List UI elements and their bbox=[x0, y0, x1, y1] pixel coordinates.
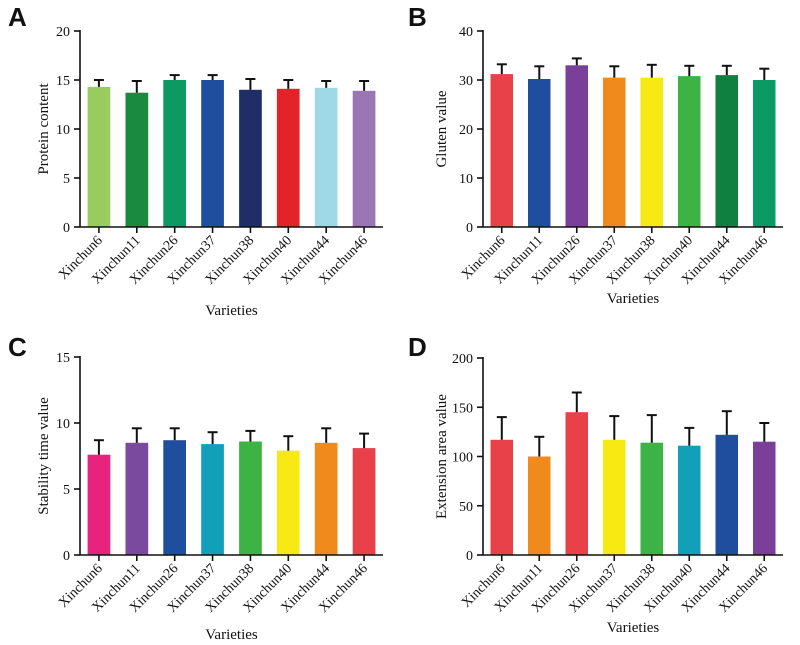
panel-letter: B bbox=[408, 2, 427, 32]
bar-xinchun44 bbox=[715, 75, 738, 227]
y-tick-label: 15 bbox=[56, 351, 70, 366]
chart-panel-d: D050100150200Xinchun6Xinchun11Xinchun26X… bbox=[408, 332, 783, 636]
x-axis-title: Varieties bbox=[607, 620, 660, 636]
bar-xinchun37 bbox=[201, 444, 224, 555]
chart-panel-c: C051015Xinchun6Xinchun11Xinchun26Xinchun… bbox=[8, 332, 383, 643]
y-tick-label: 30 bbox=[459, 74, 473, 89]
y-tick-label: 10 bbox=[56, 123, 70, 138]
bar-xinchun37 bbox=[603, 439, 626, 555]
bar-xinchun38 bbox=[239, 89, 262, 227]
bar-xinchun6 bbox=[87, 86, 111, 228]
bar-xinchun37 bbox=[603, 77, 626, 227]
y-tick-label: 10 bbox=[56, 417, 70, 432]
y-tick-label: 0 bbox=[466, 549, 473, 564]
bar-xinchun44 bbox=[314, 87, 338, 227]
bar-xinchun44 bbox=[314, 442, 338, 555]
y-tick-label: 0 bbox=[63, 221, 70, 236]
bar-xinchun11 bbox=[528, 456, 551, 555]
bar-xinchun38 bbox=[239, 441, 262, 555]
bar-xinchun46 bbox=[352, 90, 376, 227]
bar-xinchun6 bbox=[490, 74, 513, 227]
bar-xinchun26 bbox=[163, 80, 186, 227]
bar-xinchun40 bbox=[276, 88, 300, 227]
bar-xinchun11 bbox=[528, 79, 551, 227]
x-axis-title: Varieties bbox=[205, 303, 258, 319]
y-tick-label: 0 bbox=[466, 221, 473, 236]
y-tick-label: 150 bbox=[452, 401, 473, 416]
bar-xinchun38 bbox=[640, 442, 663, 555]
bar-xinchun11 bbox=[125, 92, 149, 227]
bar-xinchun6 bbox=[87, 454, 111, 555]
bar-xinchun40 bbox=[276, 450, 300, 555]
bar-xinchun26 bbox=[565, 65, 588, 227]
bar-xinchun46 bbox=[753, 80, 776, 227]
x-axis-title: Varieties bbox=[205, 627, 258, 643]
chart-panel-b: B010203040Xinchun6Xinchun11Xinchun26Xinc… bbox=[408, 2, 783, 307]
y-tick-label: 20 bbox=[56, 25, 70, 40]
bar-xinchun11 bbox=[125, 442, 149, 555]
y-tick-label: 5 bbox=[63, 483, 70, 498]
y-tick-label: 50 bbox=[459, 500, 473, 515]
chart-panel-a: A05101520Xinchun6Xinchun11Xinchun26Xinch… bbox=[8, 2, 383, 319]
bar-xinchun46 bbox=[753, 441, 776, 555]
bar-xinchun26 bbox=[565, 412, 588, 555]
bar-xinchun26 bbox=[163, 440, 186, 555]
y-tick-label: 200 bbox=[452, 352, 473, 367]
y-tick-label: 0 bbox=[63, 549, 70, 564]
y-axis-title: Extension area value bbox=[434, 394, 450, 519]
panel-letter: A bbox=[8, 2, 27, 32]
y-tick-label: 5 bbox=[63, 172, 70, 187]
x-axis-title: Varieties bbox=[607, 291, 660, 307]
bar-xinchun37 bbox=[201, 80, 224, 227]
y-axis-title: Stability time value bbox=[36, 397, 52, 515]
y-tick-label: 10 bbox=[459, 172, 473, 187]
bar-xinchun38 bbox=[640, 77, 663, 227]
bar-xinchun40 bbox=[678, 445, 701, 555]
bar-xinchun6 bbox=[490, 439, 513, 555]
bar-xinchun44 bbox=[715, 434, 738, 555]
panel-letter: C bbox=[8, 332, 27, 362]
y-tick-label: 40 bbox=[459, 25, 473, 40]
y-axis-title: Gluten value bbox=[434, 90, 450, 167]
y-tick-label: 20 bbox=[459, 123, 473, 138]
y-axis-title: Protein content bbox=[36, 83, 52, 175]
bar-xinchun40 bbox=[678, 76, 701, 227]
y-tick-label: 15 bbox=[56, 74, 70, 89]
bar-xinchun46 bbox=[352, 448, 376, 555]
panel-letter: D bbox=[408, 332, 427, 362]
y-tick-label: 100 bbox=[452, 451, 473, 466]
